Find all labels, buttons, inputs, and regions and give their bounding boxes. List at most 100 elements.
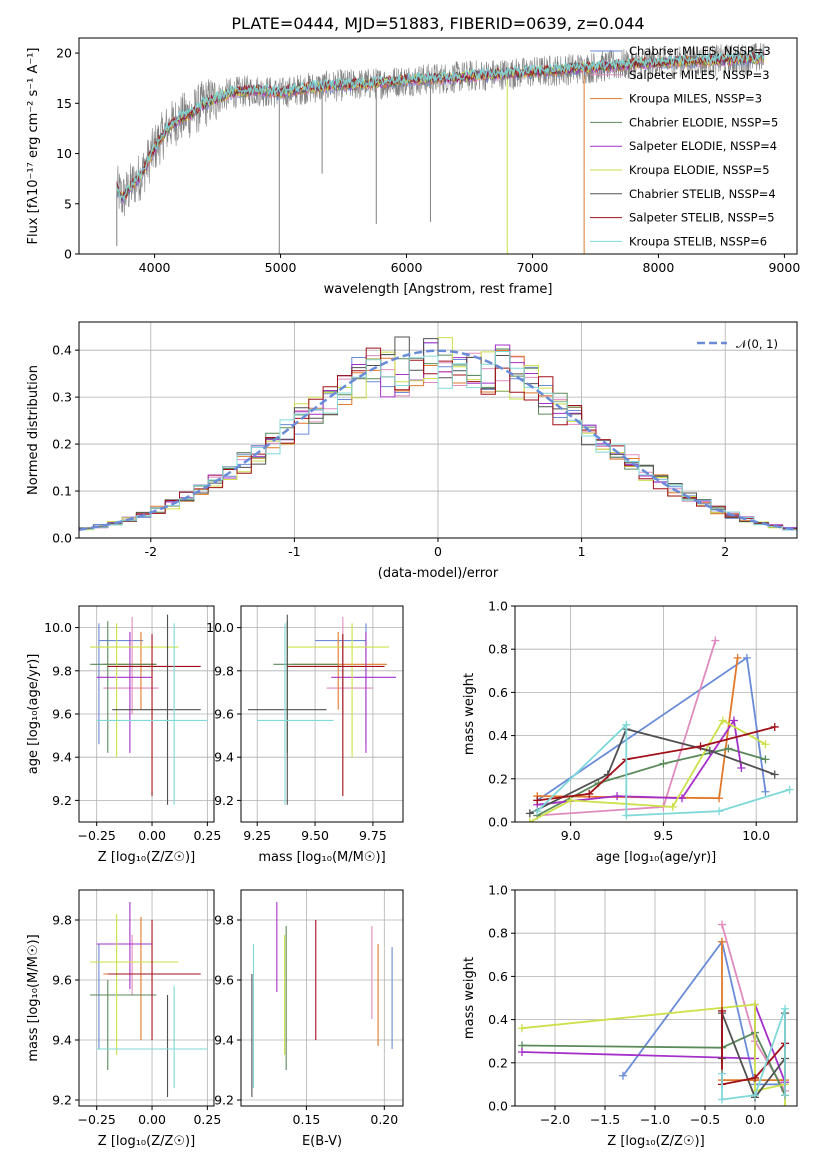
data-point-marker — [518, 1024, 526, 1033]
data-point-marker — [751, 1000, 759, 1009]
legend-entry: Kroupa MILES, NSSP=3 — [629, 92, 762, 106]
data-point-marker — [711, 636, 720, 645]
x-tick-label: -1 — [288, 544, 300, 559]
legend-entry: Chabrier ELODIE, NSSP=5 — [629, 115, 778, 129]
legend: 𝒩(0, 1) — [697, 337, 778, 351]
data-point-marker — [718, 716, 727, 725]
y-tick-label: 9.4 — [214, 1033, 234, 1048]
data-point-marker — [715, 794, 724, 803]
y-tick-label: 0.3 — [52, 390, 72, 405]
x-tick-label: −2.0 — [540, 1112, 570, 1127]
axes-frame — [514, 605, 798, 823]
data-point-marker — [729, 716, 738, 725]
errorbar-chabrier-stelib — [247, 614, 327, 805]
errorbar-kroupa-elodie — [90, 623, 179, 758]
x-tick-label: −1.0 — [640, 1112, 670, 1127]
data-point-marker — [718, 1006, 726, 1015]
plot-area — [518, 920, 789, 1106]
data-point-marker — [525, 809, 534, 818]
data-point-marker — [619, 1071, 627, 1080]
data-point-marker — [533, 796, 542, 805]
y-tick-label: 9.2 — [214, 1093, 234, 1108]
series-line — [622, 939, 785, 1086]
data-point-marker — [718, 1095, 726, 1104]
data-point-marker — [525, 818, 534, 822]
y-tick-label: 9.2 — [52, 793, 72, 808]
x-tick-label: 9.5 — [653, 828, 673, 843]
y-axis-label: mass weight — [462, 957, 477, 1039]
x-tick-label: 9.50 — [301, 828, 329, 843]
data-point-marker — [781, 1091, 789, 1100]
errorbar-kroupa-elodie — [90, 914, 179, 1055]
x-tick-label: 9.25 — [243, 828, 271, 843]
data-point-marker — [622, 811, 631, 820]
data-point-marker — [705, 746, 714, 755]
model-line-chabrier-stelib — [116, 51, 765, 202]
y-tick-label: 0.1 — [52, 484, 72, 499]
data-point-marker — [718, 937, 726, 946]
y-tick-label: 0.2 — [52, 437, 72, 452]
plot-area — [90, 614, 208, 805]
y-tick-label: 9.4 — [52, 750, 72, 765]
axes-frame — [514, 889, 798, 1107]
legend-entry: Salpeter STELIB, NSSP=5 — [629, 211, 775, 225]
model-line-kroupa-stelib — [116, 49, 765, 202]
y-tick-label: 9.8 — [214, 913, 234, 928]
x-tick-label: 0.15 — [293, 1112, 321, 1127]
legend-entry: Salpeter MILES, NSSP=3 — [629, 68, 770, 82]
y-axis-label: mass [log₁₀(M/M☉)] — [26, 934, 41, 1061]
plot-area — [116, 42, 765, 254]
residual-histogram-panel: -2 -1 0 1 2 0.0 0.1 0.2 0.3 0.4 (data-model)/error… — [26, 321, 798, 581]
x-tick-label: 0.25 — [193, 828, 221, 843]
y-tick-label: 1.0 — [488, 883, 508, 898]
x-tick-label: −1.5 — [590, 1112, 620, 1127]
x-tick-label: 4000 — [139, 260, 171, 275]
y-tick-label: 0.6 — [488, 969, 508, 984]
data-point-marker — [761, 740, 770, 749]
y-tick-label: 20 — [56, 46, 72, 61]
y-tick-label: 9.8 — [52, 663, 72, 678]
age-vs-z-panel: −0.25 0.00 0.25 9.2 9.4 9.6 9.8 10.0 Z [log₁₀(Z/… — [26, 605, 221, 865]
y-tick-label: 0.2 — [488, 1055, 508, 1070]
x-tick-label: 10.0 — [742, 828, 770, 843]
errorbar-chabrier-elodie — [90, 980, 157, 1070]
data-point-marker — [533, 807, 542, 816]
legend-entry: Kroupa STELIB, NSSP=6 — [629, 234, 767, 248]
y-tick-label: 0.8 — [488, 642, 508, 657]
series-chabrier-elodie — [533, 744, 770, 820]
x-tick-label: 9.0 — [561, 828, 581, 843]
data-point-marker — [518, 1048, 526, 1056]
legend-entry: Chabrier MILES, NSSP=3 — [629, 44, 771, 58]
x-tick-label: 9000 — [768, 260, 800, 275]
errorbar-kroupa-stelib — [96, 986, 208, 1088]
errorbar-salpeter-stelib — [287, 634, 385, 797]
x-axis-label: mass [log₁₀(M/M☉)] — [258, 850, 385, 865]
data-point-marker — [781, 1102, 789, 1106]
x-tick-label: 0.25 — [193, 1112, 221, 1127]
errorbar-kroupa-elodie — [287, 623, 390, 758]
spectrum-panel: 4000 5000 6000 7000 8000 9000 0 5 10 15 20 waveleng… — [26, 14, 800, 297]
y-axis-label: Normed distribution — [26, 365, 41, 495]
x-axis-label: age [log₁₀(age/yr)] — [596, 850, 717, 865]
y-tick-label: 10.0 — [206, 620, 234, 635]
x-tick-label: 1 — [578, 544, 586, 559]
y-tick-label: 9.6 — [214, 707, 234, 722]
data-point-marker — [761, 755, 770, 764]
errorbar-chabrier-miles — [98, 623, 144, 745]
y-tick-label: 0.4 — [488, 1012, 508, 1027]
data-point-marker — [770, 722, 779, 731]
y-tick-label: 9.4 — [214, 750, 234, 765]
errorbar-kroupa-stelib — [96, 623, 208, 805]
data-point-marker — [770, 770, 779, 779]
series-kroupa-stelib — [533, 720, 794, 820]
y-tick-label: 0.0 — [488, 1099, 508, 1114]
y-tick-label: 9.2 — [214, 793, 234, 808]
y-tick-label: 0.0 — [488, 815, 508, 830]
axes-frame — [78, 889, 215, 1107]
plot-area — [79, 336, 797, 538]
data-point-marker — [785, 785, 794, 794]
y-tick-label: 0.0 — [52, 531, 72, 546]
y-tick-label: 5 — [64, 196, 72, 211]
axes-frame — [240, 889, 404, 1107]
